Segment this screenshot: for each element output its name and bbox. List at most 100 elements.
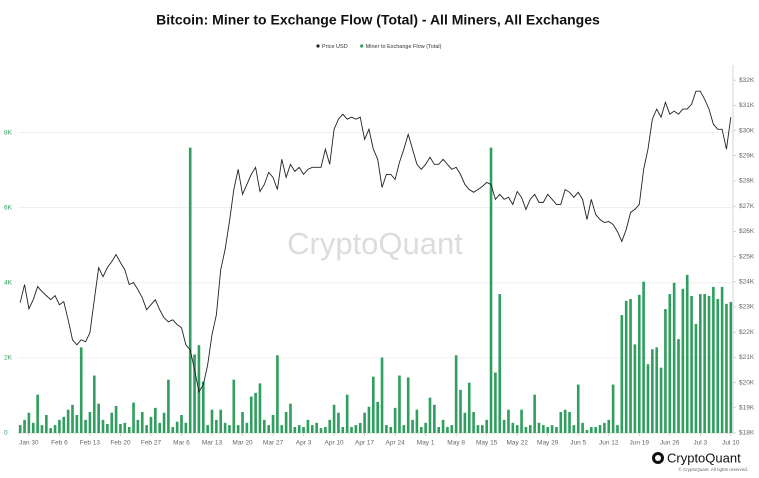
x-tick-label: Apr 17	[355, 440, 375, 447]
bar	[263, 419, 266, 433]
bar	[642, 281, 645, 433]
bar	[337, 412, 340, 433]
bar	[136, 419, 140, 433]
bar	[201, 381, 205, 433]
bar	[441, 419, 445, 433]
bar	[712, 286, 715, 433]
x-tick-label: Jun 12	[599, 440, 619, 447]
bar	[271, 414, 275, 433]
bar	[707, 295, 711, 433]
y2-tick-label: $22K	[739, 329, 755, 336]
bar	[66, 409, 70, 433]
bar	[668, 294, 672, 433]
bar	[555, 426, 558, 433]
bar	[363, 412, 366, 433]
bar	[49, 428, 53, 433]
bar	[372, 376, 375, 433]
y2-tick-label: $28K	[739, 178, 755, 185]
bar	[280, 425, 284, 433]
bar	[389, 426, 393, 433]
bar	[568, 411, 571, 433]
bar	[406, 377, 410, 433]
bar	[550, 425, 554, 433]
bar	[681, 288, 685, 433]
y-tick-label: 4K	[4, 280, 13, 287]
bar	[215, 419, 218, 433]
legend-marker	[360, 44, 364, 48]
bar	[494, 372, 497, 433]
bar	[572, 425, 576, 433]
bar	[154, 407, 157, 433]
bar	[694, 324, 698, 433]
bar	[629, 298, 632, 433]
bar	[193, 354, 196, 433]
legend-label: Miner to Exchange Flow (Total)	[366, 44, 442, 50]
y2-tick-label: $30K	[739, 127, 755, 134]
bar	[424, 422, 427, 433]
bar	[685, 274, 689, 433]
y2-tick-label: $20K	[739, 379, 755, 386]
x-tick-label: Jul 3	[693, 440, 707, 447]
bar	[454, 355, 458, 433]
bar	[511, 422, 515, 433]
bar	[729, 301, 733, 433]
y2-tick-label: $31K	[739, 102, 755, 109]
watermark: CryptoQuant	[287, 226, 463, 261]
bar	[703, 294, 706, 433]
bar	[254, 392, 257, 433]
bar	[23, 419, 26, 433]
bar	[167, 379, 170, 433]
bar	[393, 407, 397, 433]
bar	[537, 422, 541, 433]
y2-tick-label: $21K	[739, 354, 755, 361]
bar	[319, 428, 323, 433]
y2-tick-label: $27K	[739, 203, 755, 210]
bar	[651, 349, 654, 433]
x-tick-label: Mar 6	[173, 440, 190, 447]
bar	[145, 425, 148, 433]
bar	[467, 382, 471, 433]
bar	[616, 425, 619, 433]
bar	[646, 364, 650, 433]
bar	[433, 404, 436, 433]
bar	[607, 419, 611, 433]
y-tick-label: 8K	[4, 129, 13, 136]
bar	[27, 412, 31, 433]
legend-label: Price USD	[322, 44, 348, 50]
y2-tick-label: $23K	[739, 304, 755, 311]
bar	[633, 344, 637, 433]
bar	[380, 357, 384, 433]
bar	[698, 294, 702, 433]
bar	[611, 384, 615, 433]
x-tick-label: Jun 5	[570, 440, 586, 447]
x-tick-label: Jun 26	[660, 440, 680, 447]
bar	[459, 389, 462, 433]
logo-icon-inner	[655, 455, 661, 461]
bar	[119, 423, 122, 433]
bar	[88, 411, 92, 433]
bar	[258, 383, 262, 433]
x-tick-label: May 15	[476, 440, 498, 447]
copyright: © CryptoQuant. All rights reserved.	[678, 466, 748, 472]
bar	[576, 384, 580, 433]
bar	[659, 367, 663, 433]
bar	[481, 425, 484, 433]
bar	[219, 409, 223, 433]
bar	[376, 401, 379, 433]
bar	[515, 425, 519, 433]
bar	[84, 419, 87, 433]
bar	[520, 409, 523, 433]
bar	[75, 414, 79, 433]
x-tick-label: Jul 10	[722, 440, 740, 447]
bar	[385, 425, 388, 433]
bar	[158, 422, 161, 433]
bar	[485, 419, 488, 433]
bar	[594, 426, 597, 433]
bar	[546, 426, 550, 433]
bar	[249, 396, 253, 433]
bar	[310, 425, 314, 433]
bar	[110, 412, 114, 433]
bar	[58, 419, 61, 433]
bar	[132, 402, 135, 433]
